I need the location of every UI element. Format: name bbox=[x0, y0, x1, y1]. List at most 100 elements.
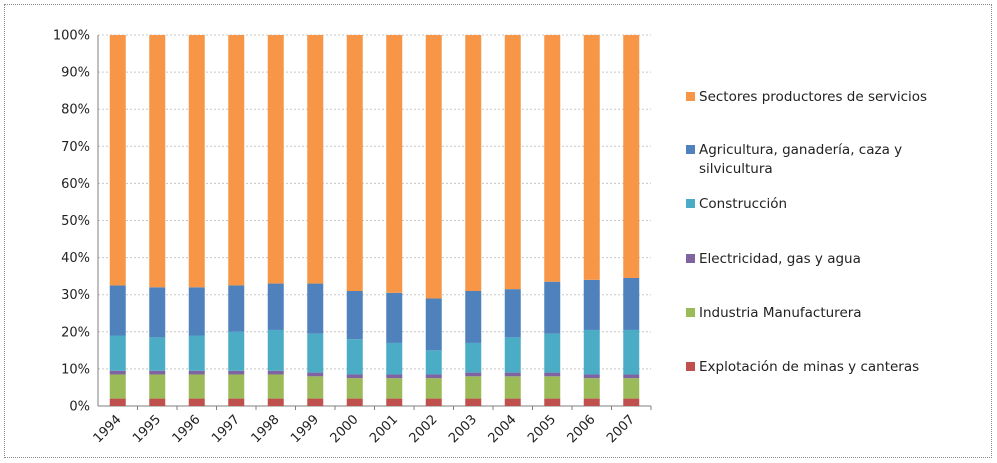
bar-segment bbox=[425, 398, 442, 406]
bar-segment bbox=[267, 329, 284, 371]
x-tick-label: 1996 bbox=[170, 412, 204, 446]
y-tick-label: 60% bbox=[61, 177, 90, 192]
y-tick-label: 20% bbox=[61, 325, 90, 340]
stacked-bar-chart: 0%10%20%30%40%50%60%70%80%90%100%1994 199… bbox=[53, 29, 927, 447]
bar-segment bbox=[109, 374, 126, 399]
legend-label: Agricultura, ganadería, caza y silvicultu… bbox=[699, 142, 902, 177]
bar-segment bbox=[188, 35, 205, 288]
bar-segment bbox=[346, 374, 363, 379]
x-tick-label: 2007 bbox=[604, 412, 638, 446]
x-tick-label: 2000 bbox=[328, 412, 362, 446]
bar-segment bbox=[544, 372, 561, 377]
bar-segment bbox=[425, 298, 442, 351]
y-tick-label: 80% bbox=[61, 103, 90, 118]
bar-segment bbox=[465, 342, 482, 373]
bar-segment bbox=[504, 372, 521, 377]
bar-segment bbox=[307, 35, 324, 284]
legend-swatch bbox=[686, 92, 695, 101]
bar-segment bbox=[188, 335, 205, 371]
bar-segment bbox=[386, 35, 403, 293]
bar-segment bbox=[149, 398, 166, 406]
legend-swatch bbox=[686, 362, 695, 371]
bar-segment bbox=[465, 35, 482, 291]
x-tick-label: 1994 bbox=[91, 412, 125, 446]
bar-segment bbox=[504, 337, 521, 373]
x-tick-label: 2004 bbox=[486, 412, 520, 446]
bar-segment bbox=[544, 333, 561, 373]
legend-label: Sectores productores de servicios bbox=[699, 89, 927, 105]
bar-segment bbox=[623, 329, 640, 375]
bar-segment bbox=[623, 278, 640, 330]
bar-segment bbox=[425, 350, 442, 375]
bar-segment bbox=[583, 378, 600, 399]
x-tick-label: 2005 bbox=[525, 412, 559, 446]
bar-segment bbox=[583, 279, 600, 330]
bar-segment bbox=[149, 370, 166, 375]
x-tick-label: 2006 bbox=[565, 412, 599, 446]
y-tick-label: 90% bbox=[61, 66, 90, 81]
bar-segment bbox=[228, 285, 245, 332]
y-tick-label: 30% bbox=[61, 288, 90, 303]
y-tick-label: 70% bbox=[61, 140, 90, 155]
bar-segment bbox=[149, 374, 166, 399]
bar-segment bbox=[307, 333, 324, 373]
bar-segment bbox=[267, 35, 284, 284]
bar-segment bbox=[465, 290, 482, 343]
bar-segment bbox=[465, 376, 482, 399]
x-tick-label: 1995 bbox=[130, 412, 164, 446]
bar-segment bbox=[425, 374, 442, 379]
y-tick-label: 10% bbox=[61, 362, 90, 377]
legend-swatch bbox=[686, 254, 695, 263]
bar-segment bbox=[109, 35, 126, 286]
bar-segment bbox=[307, 398, 324, 406]
bar-segment bbox=[109, 285, 126, 336]
bar-segment bbox=[346, 378, 363, 399]
legend-swatch bbox=[686, 199, 695, 208]
bar-segment bbox=[149, 35, 166, 288]
bar-segment bbox=[544, 281, 561, 334]
bar-segment bbox=[623, 374, 640, 379]
x-tick-label: 2001 bbox=[367, 412, 401, 446]
bar-segment bbox=[228, 374, 245, 399]
y-tick-label: 0% bbox=[69, 400, 90, 415]
legend-label: Explotación de minas y canteras bbox=[699, 359, 919, 375]
x-tick-label: 1999 bbox=[288, 412, 322, 446]
bar-segment bbox=[544, 398, 561, 406]
bar-segment bbox=[583, 35, 600, 280]
bar-segment bbox=[228, 398, 245, 406]
legend-swatch bbox=[686, 308, 695, 317]
bar-segment bbox=[109, 398, 126, 406]
bar-segment bbox=[109, 370, 126, 375]
bar-segment bbox=[425, 35, 442, 299]
bar-segment bbox=[386, 342, 403, 375]
bar-segment bbox=[623, 398, 640, 406]
x-tick-label: 2003 bbox=[446, 412, 480, 446]
bar-segment bbox=[267, 374, 284, 399]
y-tick-label: 40% bbox=[61, 251, 90, 266]
bar-segment bbox=[544, 35, 561, 282]
bar-segment bbox=[346, 398, 363, 406]
chart-frame: 0% 10% 20% 30% 40% 50% 60% 70% 80% 90% 100% 1994 199… bbox=[4, 4, 992, 458]
bar-segment bbox=[188, 374, 205, 399]
bar-segment bbox=[228, 331, 245, 371]
legend-label: Construcción bbox=[699, 196, 787, 212]
bar-segment bbox=[386, 378, 403, 399]
bar-segment bbox=[504, 376, 521, 399]
bar-segment bbox=[583, 398, 600, 406]
bar-segment bbox=[149, 337, 166, 371]
bar-segment bbox=[623, 378, 640, 399]
bar-segment bbox=[228, 370, 245, 375]
bar-segment bbox=[307, 283, 324, 334]
bar-segment bbox=[188, 370, 205, 375]
bar-segment bbox=[188, 287, 205, 336]
x-tick-label: 1998 bbox=[249, 412, 283, 446]
legend-label: Electricidad, gas y agua bbox=[699, 251, 861, 267]
x-tick-label: 1997 bbox=[209, 412, 243, 446]
bar-segment bbox=[346, 290, 363, 340]
bar-segment bbox=[109, 335, 126, 371]
bar-segment bbox=[188, 398, 205, 406]
bar-segment bbox=[267, 370, 284, 375]
bar-segment bbox=[386, 398, 403, 406]
bar-segment bbox=[267, 283, 284, 330]
bar-segment bbox=[228, 35, 245, 286]
